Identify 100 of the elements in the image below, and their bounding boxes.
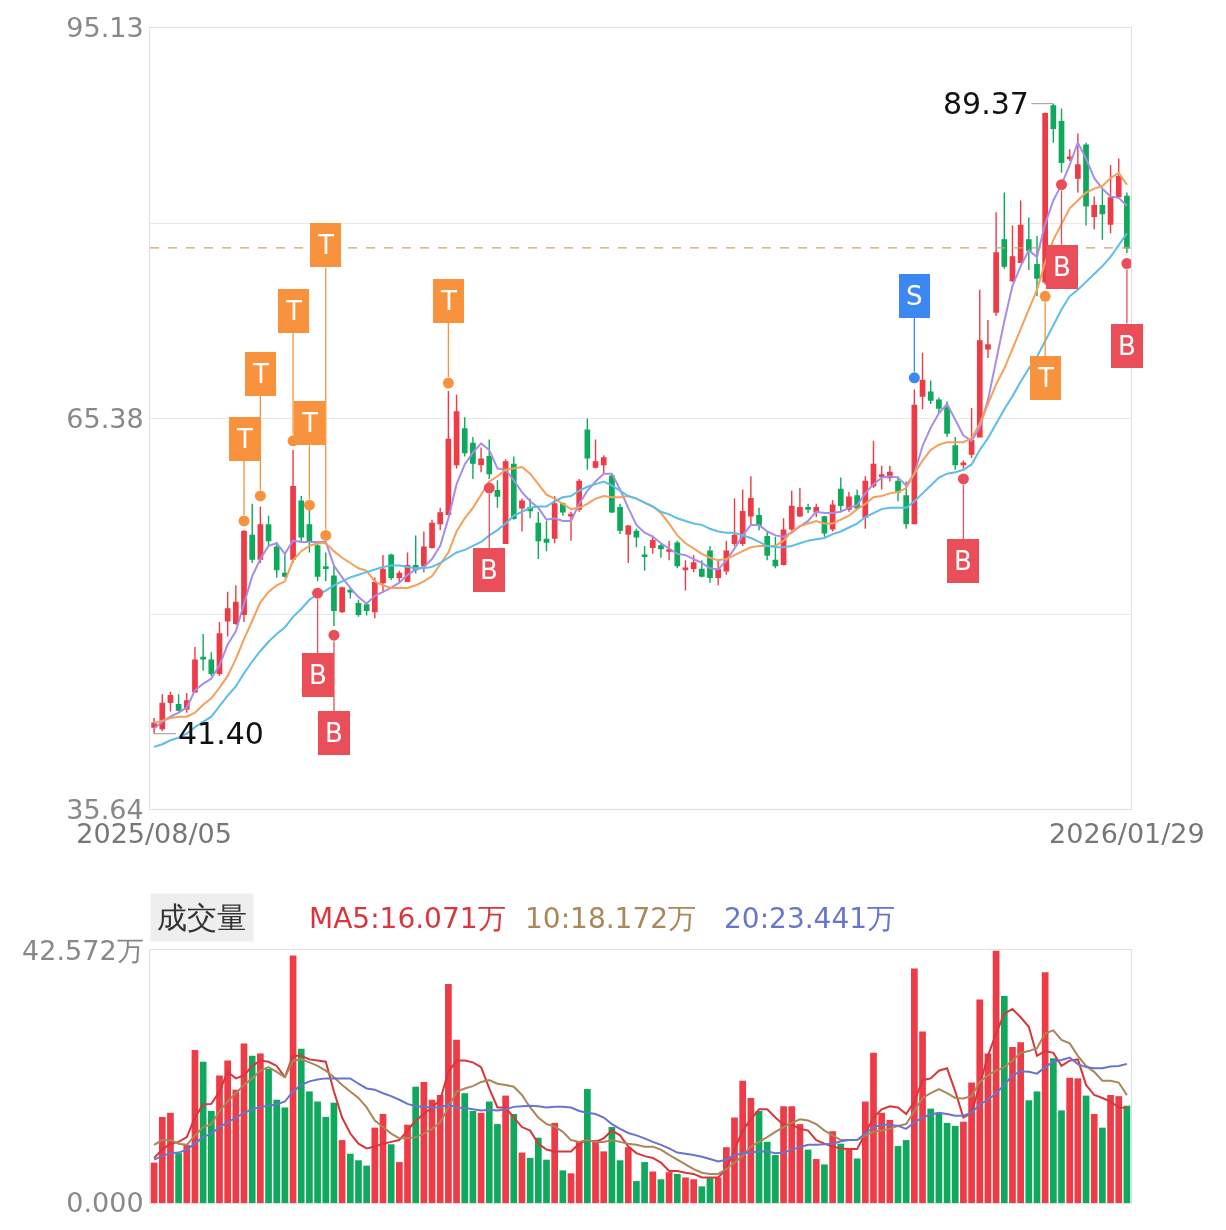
point — [303, 499, 315, 511]
candlestick — [985, 319, 991, 359]
candlestick — [519, 497, 525, 533]
text: 20:23.441万 — [724, 902, 896, 935]
candlestick — [1058, 107, 1065, 174]
bar — [829, 1131, 836, 1203]
bar — [575, 1141, 583, 1203]
point — [442, 377, 454, 389]
line-series — [153, 1056, 1128, 1163]
point — [320, 529, 332, 541]
y-tick-label: 65.38 — [66, 403, 144, 435]
bar — [510, 1113, 518, 1203]
bar — [461, 1093, 469, 1203]
candlestick — [698, 559, 705, 579]
bar — [902, 1140, 910, 1203]
candlestick — [936, 396, 942, 414]
candlestick — [208, 651, 215, 677]
bar — [567, 1173, 575, 1203]
candlestick — [167, 690, 174, 713]
candlestick — [960, 459, 967, 470]
data-label: T — [301, 408, 318, 438]
data-label: T — [236, 424, 253, 454]
candlestick — [551, 495, 558, 544]
candlestick — [486, 438, 493, 480]
point — [238, 515, 250, 527]
point — [312, 587, 324, 599]
candlestick — [1025, 216, 1032, 271]
candlestick — [788, 490, 795, 533]
chart-title: 成交量 — [157, 900, 247, 935]
candlestick — [175, 693, 182, 713]
bar — [1066, 1077, 1074, 1203]
candlestick — [1124, 191, 1130, 254]
candlestick — [1050, 102, 1057, 144]
y-tick-label: 42.572万 — [22, 934, 144, 966]
bar — [853, 1158, 861, 1203]
x-tick-label: 2026/01/29 — [1049, 817, 1205, 849]
bar — [257, 1053, 264, 1203]
y-tick-label: 95.13 — [66, 12, 144, 44]
candlestick — [339, 585, 345, 614]
candlestick — [968, 407, 975, 459]
point — [1121, 258, 1131, 269]
bar — [673, 1173, 681, 1203]
candlestick — [1075, 132, 1081, 194]
candlestick — [919, 352, 926, 410]
candlestick — [690, 554, 697, 573]
candlestick — [380, 554, 386, 593]
bar — [551, 1122, 559, 1203]
bar — [624, 1147, 632, 1203]
bar — [469, 1111, 477, 1203]
candlestick — [1034, 235, 1040, 298]
bar — [698, 1186, 706, 1203]
bar — [821, 1164, 828, 1203]
candlestick — [600, 454, 607, 475]
bar — [559, 1170, 567, 1203]
bar — [1033, 1091, 1041, 1203]
bar — [894, 1146, 902, 1203]
candlestick — [993, 211, 999, 317]
candlestick — [1001, 191, 1008, 270]
point — [1039, 290, 1051, 302]
candlestick — [797, 487, 803, 518]
bar — [665, 1172, 673, 1203]
point — [254, 490, 266, 502]
candlestick — [756, 507, 762, 531]
candlestick — [437, 507, 444, 531]
candlestick — [944, 400, 950, 438]
data-label: B — [954, 546, 972, 576]
bar — [281, 1107, 289, 1203]
bar — [616, 1160, 624, 1203]
bar — [412, 1086, 420, 1203]
bar — [1000, 995, 1008, 1203]
candlestick — [1099, 187, 1106, 241]
candlestick — [298, 495, 305, 543]
bar — [207, 1111, 215, 1203]
data-label: T — [1037, 363, 1054, 393]
data-label: B — [1118, 331, 1136, 361]
candlestick — [592, 438, 599, 470]
bar — [175, 1153, 182, 1203]
y-tick-label: 0.000 — [66, 1187, 144, 1219]
point — [328, 629, 340, 641]
candlestick — [895, 475, 901, 502]
point — [483, 482, 495, 494]
candlestick — [641, 545, 648, 572]
candlestick — [249, 503, 256, 564]
bar — [837, 1143, 845, 1203]
candlestick — [976, 289, 983, 438]
candlestick — [927, 379, 934, 405]
point — [1056, 179, 1068, 191]
candlestick — [584, 417, 591, 471]
candlestick — [1107, 164, 1114, 234]
bar — [1041, 972, 1049, 1203]
candlestick — [192, 646, 198, 694]
candlestick — [658, 542, 664, 559]
candlestick — [151, 717, 157, 735]
data-label: T — [285, 296, 302, 326]
bar — [1025, 1100, 1033, 1203]
bar — [649, 1171, 657, 1203]
line-series — [153, 1007, 1128, 1179]
candlestick — [371, 576, 378, 619]
bar — [338, 1140, 346, 1203]
candlestick — [1009, 224, 1016, 283]
